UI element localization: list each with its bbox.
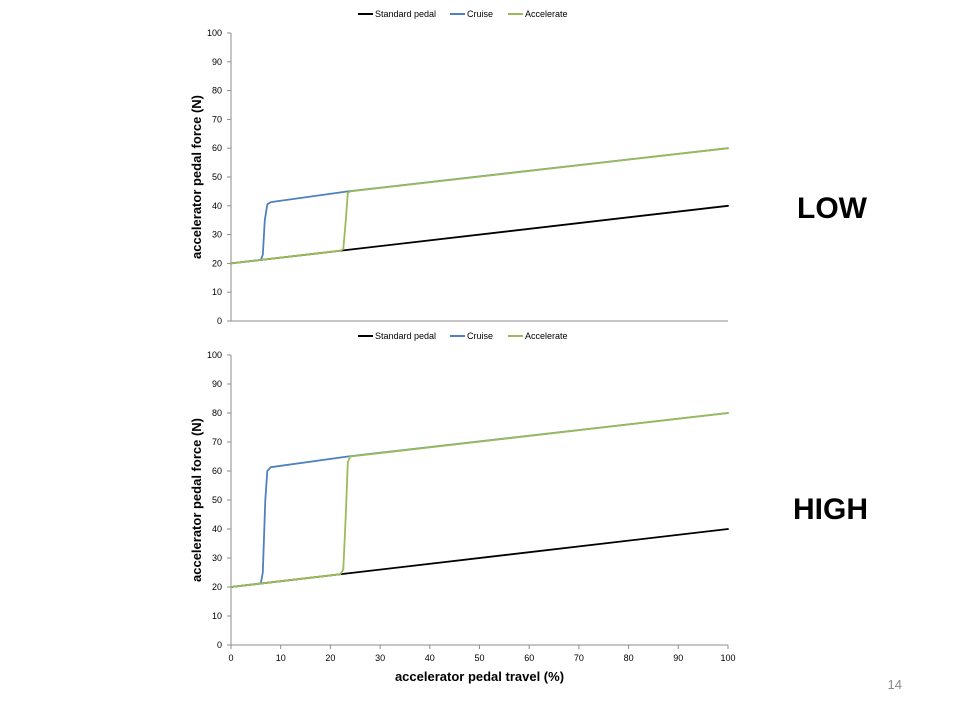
high-series-accelerate <box>230 412 729 588</box>
high-legend-entry: Standard pedal <box>375 331 436 341</box>
high-y-tick-label: 90 <box>212 379 222 389</box>
high-y-tick-label: 80 <box>212 408 222 418</box>
low-legend-entry: Accelerate <box>525 9 568 19</box>
high-y-tick-label: 20 <box>212 582 222 592</box>
high-y-axis-title: accelerator pedal force (N) <box>189 418 204 582</box>
low-y-tick-label: 40 <box>212 201 222 211</box>
high-x-tick-label: 20 <box>325 653 335 663</box>
high-x-tick-label: 90 <box>673 653 683 663</box>
high-y-tick-label: 50 <box>212 495 222 505</box>
high-x-axis-title: accelerator pedal travel (%) <box>395 669 564 684</box>
high-y-tick-label: 70 <box>212 437 222 447</box>
high-x-tick-label: 40 <box>425 653 435 663</box>
high-x-tick-label: 70 <box>574 653 584 663</box>
low-y-tick-label: 50 <box>212 172 222 182</box>
high-x-tick-label: 0 <box>228 653 233 663</box>
high-y-tick-label: 0 <box>217 640 222 650</box>
low-y-tick-label: 20 <box>212 258 222 268</box>
high-legend-entry: Cruise <box>467 331 493 341</box>
high-x-tick-label: 80 <box>624 653 634 663</box>
low-legend-entry: Standard pedal <box>375 9 436 19</box>
high-x-tick-label: 10 <box>276 653 286 663</box>
low-y-axis-title: accelerator pedal force (N) <box>189 95 204 259</box>
low-y-tick-label: 10 <box>212 287 222 297</box>
high-y-tick-label: 30 <box>212 553 222 563</box>
high-x-tick-label: 60 <box>524 653 534 663</box>
low-y-tick-label: 80 <box>212 86 222 96</box>
high-series-cruise <box>230 412 729 588</box>
high-y-tick-label: 100 <box>207 350 222 360</box>
low-label: LOW <box>797 192 867 225</box>
high-label: HIGH <box>793 493 868 526</box>
high-x-tick-label: 100 <box>720 653 735 663</box>
low-y-tick-label: 70 <box>212 114 222 124</box>
page-number: 14 <box>887 677 902 692</box>
high-y-tick-label: 40 <box>212 524 222 534</box>
low-series-accelerate <box>230 147 729 265</box>
low-y-tick-label: 60 <box>212 143 222 153</box>
high-x-tick-label: 50 <box>474 653 484 663</box>
high-x-tick-label: 30 <box>375 653 385 663</box>
low-y-tick-label: 30 <box>212 230 222 240</box>
high-y-tick-label: 10 <box>212 611 222 621</box>
low-series-cruise <box>230 147 729 265</box>
low-legend-entry: Cruise <box>467 9 493 19</box>
low-y-tick-label: 100 <box>207 28 222 38</box>
high-y-tick-label: 60 <box>212 466 222 476</box>
high-legend-entry: Accelerate <box>525 331 568 341</box>
low-y-tick-label: 0 <box>217 316 222 326</box>
low-y-tick-label: 90 <box>212 57 222 67</box>
